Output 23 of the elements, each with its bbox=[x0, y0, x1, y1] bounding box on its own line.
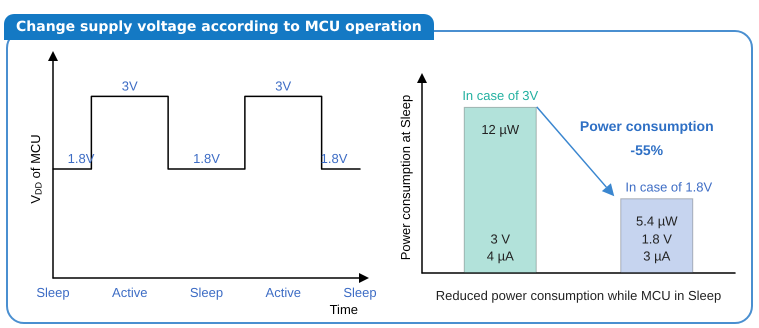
y-axis-title: Power consumption at Sleep bbox=[398, 94, 413, 260]
x-axis-title: Time bbox=[330, 302, 358, 317]
x-tick-label: In case of 1.8V bbox=[625, 179, 712, 194]
x-tick-label: Active bbox=[266, 285, 301, 300]
annotation: -55% bbox=[630, 142, 664, 158]
x-tick-label: Sleep bbox=[36, 285, 70, 300]
y-axis-title: VDD of MCU bbox=[28, 134, 44, 204]
data-label: 1.8V bbox=[193, 151, 220, 166]
x-tick-label: In case of 3V bbox=[462, 88, 539, 103]
annotation: 1.8 V bbox=[642, 232, 672, 246]
x-axis-title: Reduced power consumption while MCU in Sleep bbox=[436, 288, 722, 303]
data-label: 3V bbox=[275, 78, 292, 94]
data-label: 12 µW bbox=[481, 122, 520, 137]
data-label: 3V bbox=[122, 78, 138, 94]
annotation: 4 µA bbox=[486, 248, 514, 264]
x-tick-label: Sleep bbox=[343, 285, 377, 300]
chart-title: Change supply voltage according to MCU operation bbox=[4, 14, 434, 40]
annotation: 3 V bbox=[490, 232, 510, 246]
x-tick-label: Sleep bbox=[190, 285, 224, 300]
annotation: 3 µA bbox=[643, 248, 671, 264]
annotation: Power consumption bbox=[580, 118, 714, 134]
x-tick-label: Active bbox=[112, 285, 148, 300]
data-label: 5.4 µW bbox=[636, 213, 678, 228]
